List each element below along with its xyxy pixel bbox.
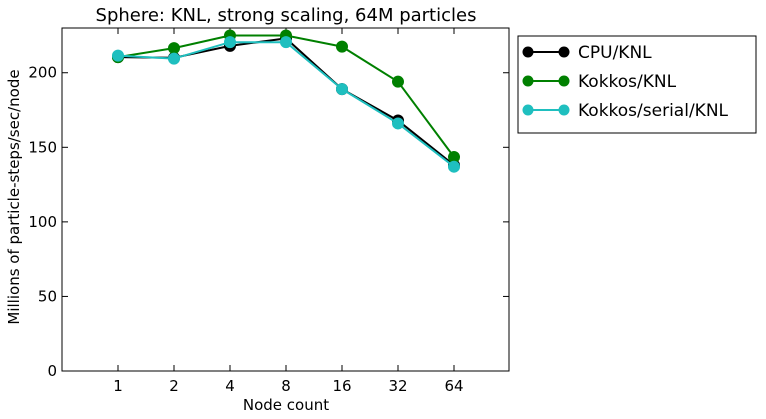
legend-marker [522,75,534,87]
x-tick-label: 2 [169,377,179,395]
legend-box [517,35,757,134]
data-point [336,40,348,53]
y-axis-label: Millions of particle-steps/sec/node [5,69,23,324]
data-point [336,83,348,96]
y-tick-label: 0 [47,362,57,380]
legend-label: Kokkos/serial/KNL [578,101,729,121]
legend-marker [522,46,534,58]
legend-marker [558,104,570,116]
data-point [280,36,292,49]
x-tick-label: 4 [225,377,235,395]
plot-frame [61,27,510,372]
data-point [168,52,180,65]
legend-marker [522,104,534,116]
series-lines [112,29,460,173]
x-axis-label: Node count [243,396,329,414]
x-tick-label: 1 [113,377,123,395]
data-point [392,75,404,88]
legend-item: CPU/KNL [522,43,652,63]
x-axis-ticks: 1 2 4 8 16 32 64 [113,28,464,395]
legend-marker [558,46,570,58]
legend-label: Kokkos/KNL [578,72,677,92]
x-tick-label: 8 [281,377,291,395]
series-line [117,34,455,158]
x-tick-label: 32 [388,377,407,395]
plot-area [61,27,510,372]
data-point [448,160,460,173]
series-2 [112,36,460,173]
legend-marker [558,75,570,87]
legend: CPU/KNL Kokkos/KNL Kokkos/serial/KNL [517,35,757,134]
data-point [112,49,124,62]
y-tick-label: 200 [28,64,57,82]
data-point [168,42,180,55]
y-tick-label: 100 [28,213,57,231]
x-tick-label: 64 [444,377,463,395]
legend-item: Kokkos/KNL [522,72,677,92]
series-0 [112,32,460,172]
legend-item: Kokkos/serial/KNL [522,101,729,121]
legend-label: CPU/KNL [578,43,652,63]
y-axis-ticks: 0 50 100 150 200 [28,64,509,380]
y-tick-label: 50 [38,287,57,305]
data-point [224,36,236,49]
series-line [117,41,455,168]
y-tick-label: 150 [28,138,57,156]
chart-title: Sphere: KNL, strong scaling, 64M particl… [96,5,477,26]
series-1 [112,29,460,163]
data-point [392,117,404,130]
x-tick-label: 16 [332,377,351,395]
